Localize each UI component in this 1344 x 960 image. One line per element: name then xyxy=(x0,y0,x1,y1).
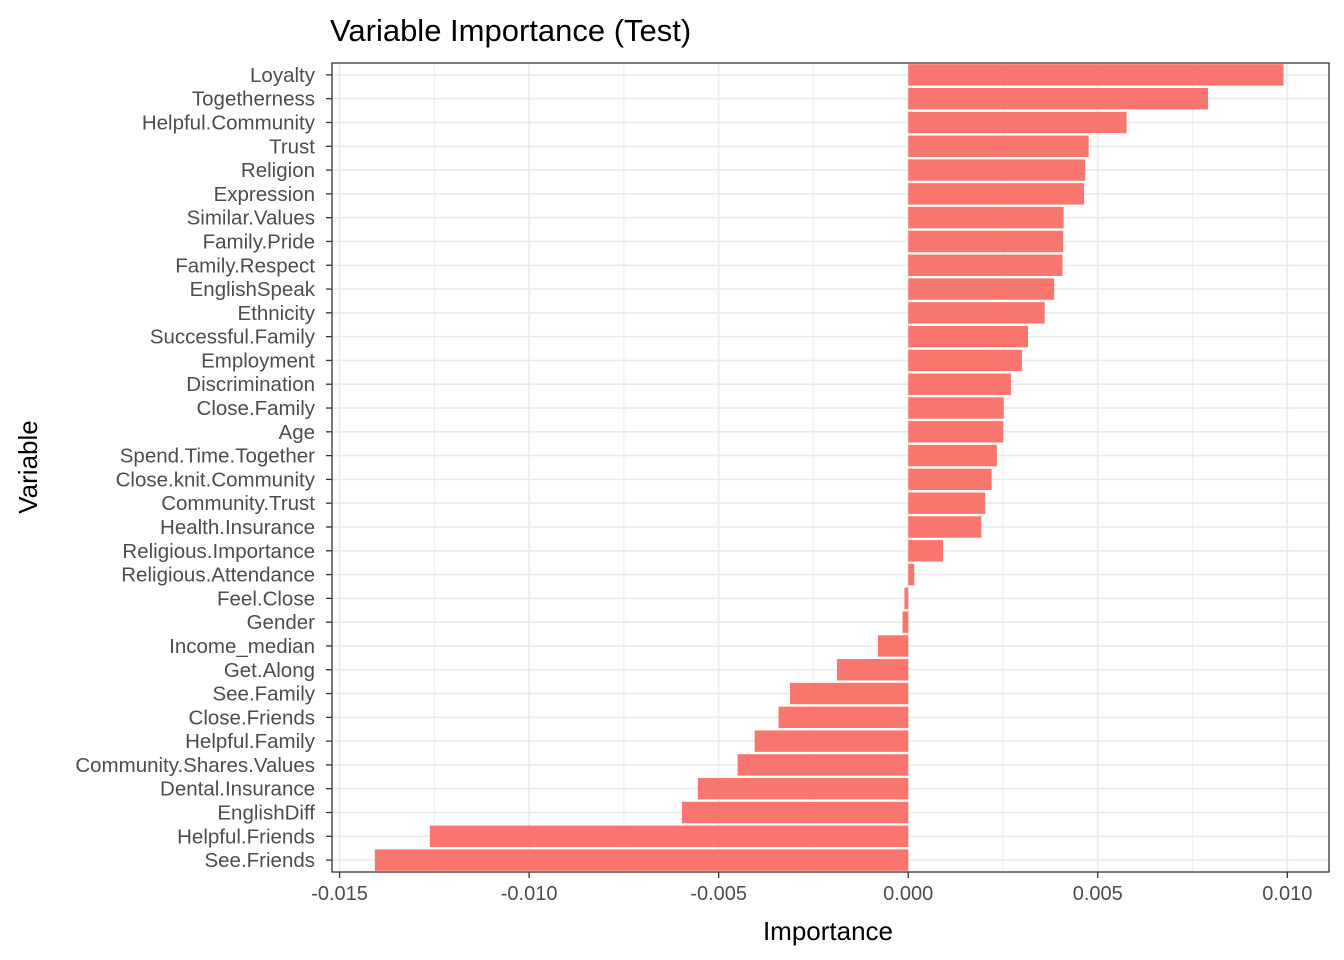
bar-successful-family xyxy=(908,325,1029,348)
bar-gender xyxy=(902,611,909,633)
bar-age xyxy=(908,421,1004,443)
y-category-label: Religious.Importance xyxy=(122,540,315,563)
y-category-label: Helpful.Community xyxy=(142,111,316,134)
bar-englishspeak xyxy=(908,278,1055,300)
bar-close-friends xyxy=(778,706,909,729)
chart-title: Variable Importance (Test) xyxy=(330,13,691,48)
x-tick-label: -0.010 xyxy=(501,883,558,905)
y-category-label: Age xyxy=(279,421,315,444)
bar-health-insurance xyxy=(908,516,982,538)
y-category-label: Get.Along xyxy=(224,659,315,682)
y-category-label: Spend.Time.Together xyxy=(120,445,315,468)
y-category-label: Expression xyxy=(214,183,315,206)
x-tick-label: 0.005 xyxy=(1073,883,1123,905)
y-category-label: Close.Friends xyxy=(189,706,315,729)
bar-close-knit-community xyxy=(908,468,992,491)
panel-border xyxy=(331,62,1330,873)
y-category-label: Income_median xyxy=(169,635,315,658)
y-category-label: Similar.Values xyxy=(187,207,315,230)
y-category-label: Togetherness xyxy=(192,88,315,111)
y-category-label: Employment xyxy=(201,349,315,372)
x-tick-label: -0.015 xyxy=(311,883,368,905)
bar-dental-insurance xyxy=(697,778,909,800)
bar-englishdiff xyxy=(681,801,909,824)
y-category-label: Close.Family xyxy=(197,397,316,420)
y-axis-title: Variable xyxy=(13,420,43,513)
bar-family-respect xyxy=(908,254,1063,276)
y-category-label: Helpful.Friends xyxy=(177,825,315,848)
bar-religious-importance xyxy=(908,540,944,562)
bar-ethnicity xyxy=(908,302,1045,324)
bar-trust xyxy=(908,135,1089,157)
y-category-label: Discrimination xyxy=(186,373,315,396)
bar-togetherness xyxy=(908,87,1209,110)
bar-spend-time-together xyxy=(908,444,997,467)
y-category-label: Feel.Close xyxy=(217,587,315,610)
bar-community-shares-values xyxy=(737,754,909,776)
y-category-label: Family.Pride xyxy=(203,230,315,253)
bar-employment xyxy=(908,349,1022,372)
y-category-label: Trust xyxy=(269,135,315,158)
y-category-label: Loyalty xyxy=(250,64,316,87)
bar-see-friends xyxy=(374,849,909,871)
bar-feel-close xyxy=(904,587,909,610)
y-category-label: Religion xyxy=(241,159,315,182)
bar-helpful-community xyxy=(908,111,1127,134)
y-category-label: Community.Trust xyxy=(161,492,315,515)
bar-close-family xyxy=(908,397,1004,419)
y-category-label: Family.Respect xyxy=(175,254,315,277)
bar-helpful-family xyxy=(754,730,909,752)
y-category-label: Community.Shares.Values xyxy=(75,754,315,777)
y-category-label: Close.knit.Community xyxy=(116,468,316,491)
bar-religion xyxy=(908,159,1086,181)
y-category-label: Helpful.Family xyxy=(185,730,316,753)
bar-discrimination xyxy=(908,373,1011,395)
bar-religious-attendance xyxy=(908,563,915,586)
y-category-label: See.Friends xyxy=(204,849,315,872)
x-tick-label: -0.005 xyxy=(690,883,747,905)
x-tick-label: 0.010 xyxy=(1262,883,1312,905)
axes: -0.015 -0.010 -0.005 0.000 0.005 0.010 Loyalty… xyxy=(75,64,1312,905)
y-category-label: Dental.Insurance xyxy=(160,778,315,801)
x-tick-label: 0.000 xyxy=(883,883,933,905)
y-category-label: Successful.Family xyxy=(150,326,316,349)
bar-expression xyxy=(908,183,1085,205)
y-category-label: See.Family xyxy=(212,683,315,706)
y-category-label: Health.Insurance xyxy=(160,516,315,539)
y-category-label: Ethnicity xyxy=(238,302,316,325)
bar-income-median xyxy=(877,635,909,657)
bar-similar-values xyxy=(908,206,1064,229)
y-category-label: Religious.Attendance xyxy=(121,564,315,587)
y-category-label: Gender xyxy=(247,611,316,634)
bar-see-family xyxy=(789,682,909,705)
grid-lines xyxy=(332,63,1329,872)
x-axis-title: Importance xyxy=(763,916,893,946)
bar-helpful-friends xyxy=(429,825,909,848)
bar-loyalty xyxy=(908,64,1284,86)
bar-get-along xyxy=(836,659,909,681)
bar-family-pride xyxy=(908,230,1064,253)
bar-community-trust xyxy=(908,492,986,514)
y-category-label: EnglishSpeak xyxy=(190,278,316,301)
bars xyxy=(374,64,1284,871)
y-category-label: EnglishDiff xyxy=(217,802,315,825)
